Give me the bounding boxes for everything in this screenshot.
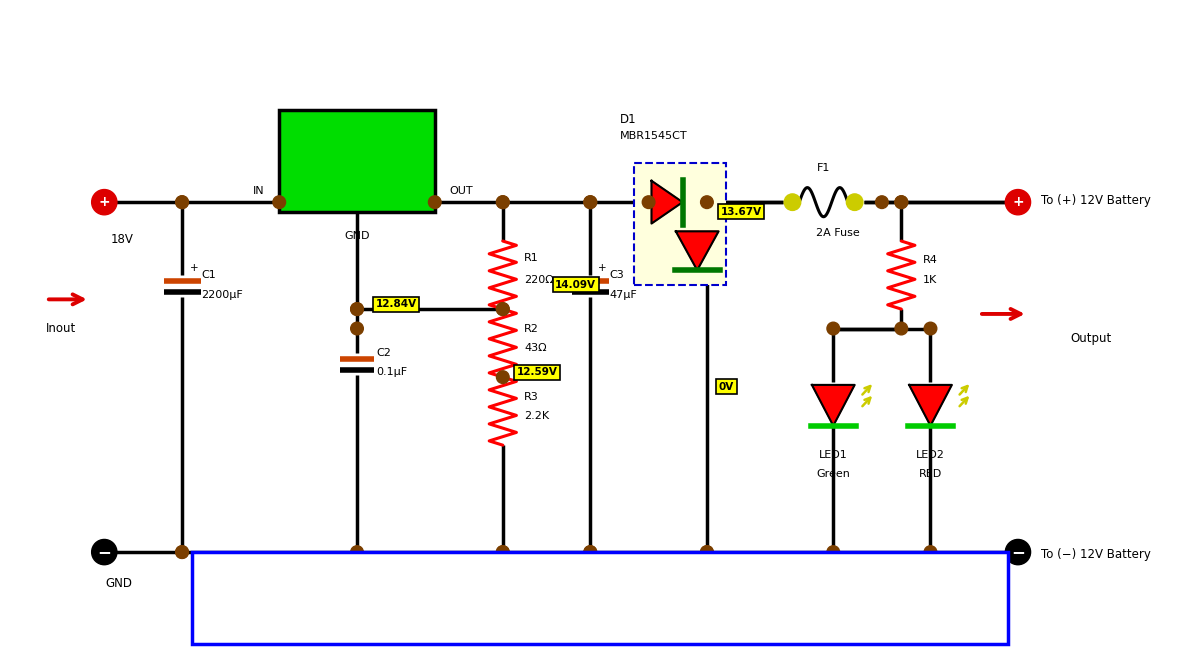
- Text: Smart 12V Lead Acid Battery Charger Circuit: Smart 12V Lead Acid Battery Charger Circ…: [312, 585, 888, 608]
- Text: +: +: [190, 263, 198, 273]
- Text: 2A Fuse: 2A Fuse: [816, 228, 860, 239]
- Circle shape: [350, 546, 364, 558]
- Text: −: −: [1012, 543, 1025, 561]
- Polygon shape: [676, 231, 719, 270]
- Text: D1: D1: [619, 113, 636, 126]
- Circle shape: [497, 196, 509, 208]
- Text: +: +: [1012, 195, 1024, 209]
- Text: 47μF: 47μF: [610, 289, 637, 299]
- Text: IC1: IC1: [343, 132, 371, 147]
- Circle shape: [497, 546, 509, 558]
- Text: +: +: [598, 263, 607, 273]
- Text: Inout: Inout: [46, 322, 76, 335]
- Text: +: +: [98, 195, 110, 209]
- Circle shape: [1006, 540, 1031, 565]
- Text: C3: C3: [610, 270, 624, 280]
- Circle shape: [895, 322, 907, 335]
- Circle shape: [784, 194, 800, 210]
- Circle shape: [350, 302, 364, 316]
- Text: 14.09V: 14.09V: [556, 280, 596, 290]
- Text: Green: Green: [816, 469, 851, 479]
- Circle shape: [584, 196, 596, 208]
- Text: OUT: OUT: [449, 185, 473, 196]
- Text: GND: GND: [106, 577, 132, 590]
- Circle shape: [895, 196, 907, 208]
- Polygon shape: [812, 385, 854, 426]
- Text: 1K: 1K: [923, 275, 937, 285]
- Text: F1: F1: [817, 163, 830, 173]
- Polygon shape: [910, 385, 952, 426]
- Text: LED1: LED1: [818, 450, 847, 460]
- Circle shape: [924, 322, 937, 335]
- Text: LED2: LED2: [916, 450, 944, 460]
- Circle shape: [642, 196, 655, 208]
- Text: R1: R1: [524, 252, 539, 262]
- Text: 220Ω: 220Ω: [524, 275, 554, 285]
- Text: 2.2K: 2.2K: [524, 411, 550, 421]
- Text: ElecCircuit.com: ElecCircuit.com: [511, 598, 630, 613]
- Circle shape: [428, 196, 442, 208]
- Circle shape: [91, 540, 116, 565]
- Text: By aircraftdesigner: By aircraftdesigner: [202, 580, 314, 592]
- Text: 2200μF: 2200μF: [202, 289, 244, 299]
- Circle shape: [584, 546, 596, 558]
- Text: To (−) 12V Battery: To (−) 12V Battery: [1040, 548, 1151, 561]
- Circle shape: [827, 322, 840, 335]
- Circle shape: [701, 196, 713, 208]
- Text: MBR1545CT: MBR1545CT: [619, 131, 688, 141]
- Circle shape: [497, 196, 509, 208]
- Bar: [280, 110, 434, 212]
- Circle shape: [701, 546, 713, 558]
- Circle shape: [701, 546, 713, 558]
- Text: GND: GND: [344, 231, 370, 241]
- Circle shape: [1006, 190, 1031, 215]
- Bar: [192, 552, 1008, 645]
- Circle shape: [272, 196, 286, 208]
- Text: IN: IN: [253, 185, 265, 196]
- Text: −: −: [97, 543, 112, 561]
- Text: RED: RED: [919, 469, 942, 479]
- Text: 12.59V: 12.59V: [516, 367, 557, 377]
- Circle shape: [175, 546, 188, 558]
- Circle shape: [175, 196, 188, 208]
- Bar: [634, 163, 726, 285]
- Circle shape: [497, 371, 509, 384]
- Text: R4: R4: [923, 256, 937, 266]
- Text: R2: R2: [524, 324, 539, 333]
- Circle shape: [497, 546, 509, 558]
- Text: To (+) 12V Battery: To (+) 12V Battery: [1040, 194, 1151, 207]
- Text: Output: Output: [1070, 331, 1111, 345]
- Circle shape: [175, 546, 188, 558]
- Text: R3: R3: [524, 391, 539, 401]
- Text: 12.84V: 12.84V: [376, 299, 416, 309]
- Circle shape: [846, 194, 863, 210]
- Circle shape: [350, 322, 364, 335]
- Circle shape: [584, 196, 596, 208]
- Text: 18V: 18V: [110, 233, 133, 246]
- Text: 0.1μF: 0.1μF: [377, 367, 408, 377]
- Circle shape: [827, 546, 840, 558]
- Circle shape: [91, 190, 116, 215]
- Text: C1: C1: [202, 270, 216, 280]
- Text: 0V: 0V: [719, 382, 734, 392]
- Circle shape: [175, 196, 188, 208]
- Circle shape: [895, 196, 907, 208]
- Text: LM317K: LM317K: [326, 175, 388, 189]
- Text: 13.67V: 13.67V: [720, 207, 762, 217]
- Circle shape: [584, 546, 596, 558]
- Circle shape: [350, 302, 364, 316]
- Circle shape: [497, 302, 509, 316]
- Polygon shape: [652, 181, 683, 223]
- Text: C2: C2: [377, 348, 391, 358]
- Circle shape: [876, 196, 888, 208]
- Circle shape: [497, 302, 509, 316]
- Text: 43Ω: 43Ω: [524, 343, 547, 353]
- Circle shape: [924, 546, 937, 558]
